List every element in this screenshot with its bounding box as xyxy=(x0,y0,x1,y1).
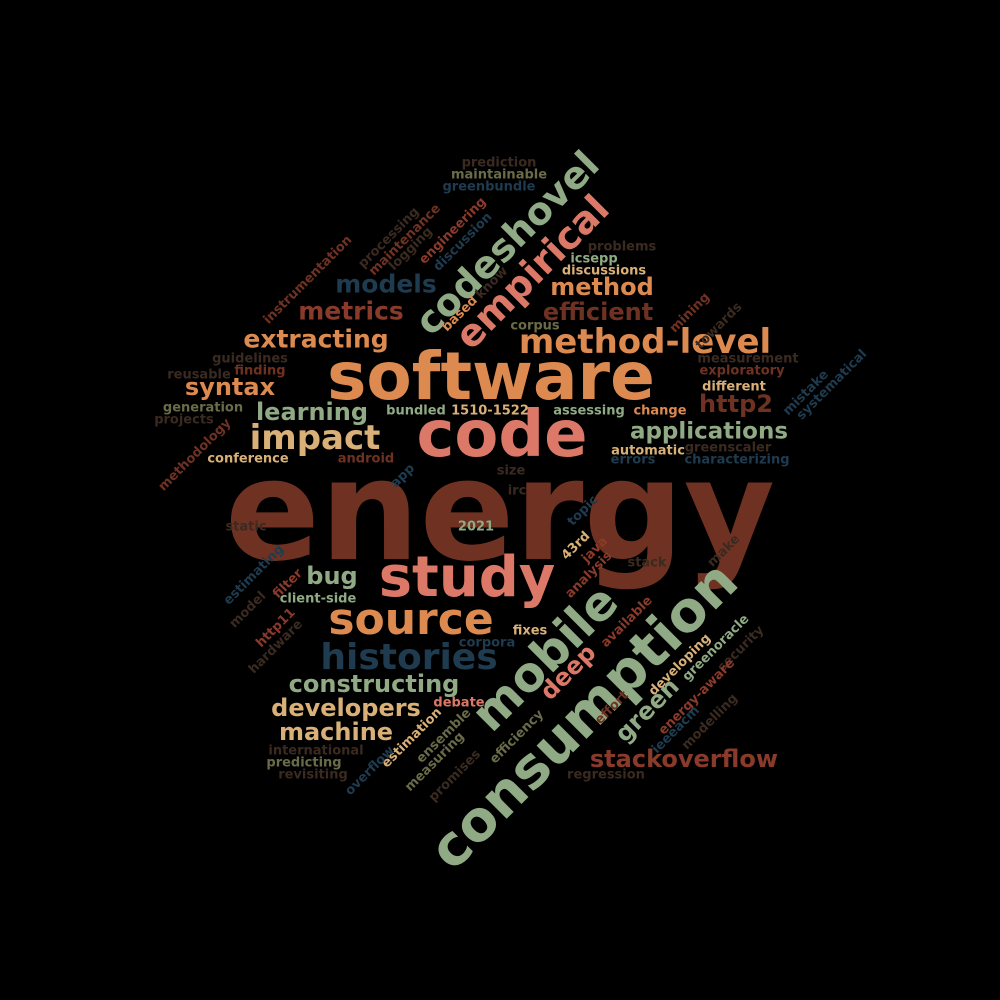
word: problems xyxy=(587,239,657,255)
word: learning xyxy=(255,398,369,426)
word: regression xyxy=(567,767,645,783)
word: method-level xyxy=(518,322,772,362)
word: android xyxy=(337,451,395,467)
word: 2021 xyxy=(457,519,495,535)
word: extracting xyxy=(243,324,389,354)
word: http2 xyxy=(699,390,773,418)
word: reusable xyxy=(167,367,231,383)
word: automatic xyxy=(611,443,685,459)
word: source xyxy=(328,594,494,645)
word: debate xyxy=(433,695,485,711)
word: efficient xyxy=(542,298,654,326)
word: exploratory xyxy=(699,363,785,379)
word: study xyxy=(378,545,556,610)
word: syntax xyxy=(184,373,276,401)
word: 1510-1522 xyxy=(451,403,529,419)
word: measurement xyxy=(697,351,799,367)
word: models xyxy=(335,269,437,299)
word: greenbundle xyxy=(442,179,536,195)
word: predicting xyxy=(266,755,342,771)
word: histories xyxy=(320,637,498,678)
word: constructing xyxy=(288,670,460,698)
word: characterizing xyxy=(684,452,790,468)
word: machine xyxy=(278,718,394,746)
word: bug xyxy=(306,562,358,590)
word: impact xyxy=(249,418,381,458)
word: discussions xyxy=(561,263,647,279)
word: fixes xyxy=(512,623,548,639)
word: client-side xyxy=(279,591,357,607)
word: errors xyxy=(610,452,656,468)
word: revisiting xyxy=(278,767,348,783)
word: irc xyxy=(507,483,527,499)
word: generation xyxy=(162,400,244,416)
word: guidelines xyxy=(212,351,288,367)
word: different xyxy=(702,379,766,395)
word: corpus xyxy=(510,318,560,334)
word: method xyxy=(550,273,654,301)
word: maintainable xyxy=(450,167,548,183)
word: finding xyxy=(234,363,286,379)
word: international xyxy=(268,743,364,759)
word: size xyxy=(496,463,526,479)
word: assessing xyxy=(553,403,625,419)
word: applications xyxy=(629,418,789,445)
word: developers xyxy=(271,694,421,722)
word: conference xyxy=(207,451,289,467)
word: change xyxy=(633,403,687,419)
word: prediction xyxy=(461,155,537,171)
word: metrics xyxy=(298,296,404,326)
word: icsepp xyxy=(570,251,618,267)
word: greenscaler xyxy=(684,440,772,456)
word: stackoverflow xyxy=(589,745,779,773)
word: software xyxy=(327,338,655,415)
word: corpora xyxy=(458,635,516,651)
word: code xyxy=(416,398,588,472)
word: bundled xyxy=(386,403,446,419)
word: stack xyxy=(627,555,667,571)
word: energy xyxy=(224,430,776,593)
word: static xyxy=(225,519,267,535)
word: projects xyxy=(154,412,214,428)
